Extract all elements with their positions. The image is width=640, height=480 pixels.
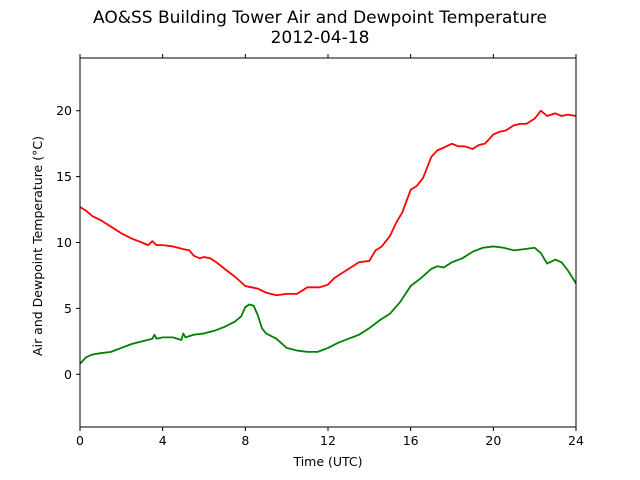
chart-title: AO&SS Building Tower Air and Dewpoint Te… <box>92 8 547 28</box>
y-tick-label: 5 <box>64 301 72 316</box>
y-tick-label: 10 <box>56 235 72 250</box>
chart-subtitle: 2012-04-18 <box>270 28 370 48</box>
x-tick-label: 20 <box>485 433 501 448</box>
x-axis-label: Time (UTC) <box>292 454 362 469</box>
y-tick-label: 20 <box>56 103 72 118</box>
x-tick-label: 8 <box>241 433 249 448</box>
series-line-0 <box>79 109 577 297</box>
series-line-1 <box>79 245 577 365</box>
series-layer <box>79 109 577 365</box>
x-tick-label: 12 <box>320 433 336 448</box>
y-axis-label: Air and Dewpoint Temperature (°C) <box>30 136 45 356</box>
y-tick-label: 0 <box>64 367 72 382</box>
x-tick-label: 24 <box>568 433 584 448</box>
axes-layer: 0 4 8 12 16 20 24 0 5 10 15 20 <box>56 54 584 448</box>
x-tick-label: 16 <box>403 433 419 448</box>
y-tick-label: 15 <box>56 169 72 184</box>
x-tick-label: 4 <box>159 433 167 448</box>
x-tick-label: 0 <box>76 433 84 448</box>
